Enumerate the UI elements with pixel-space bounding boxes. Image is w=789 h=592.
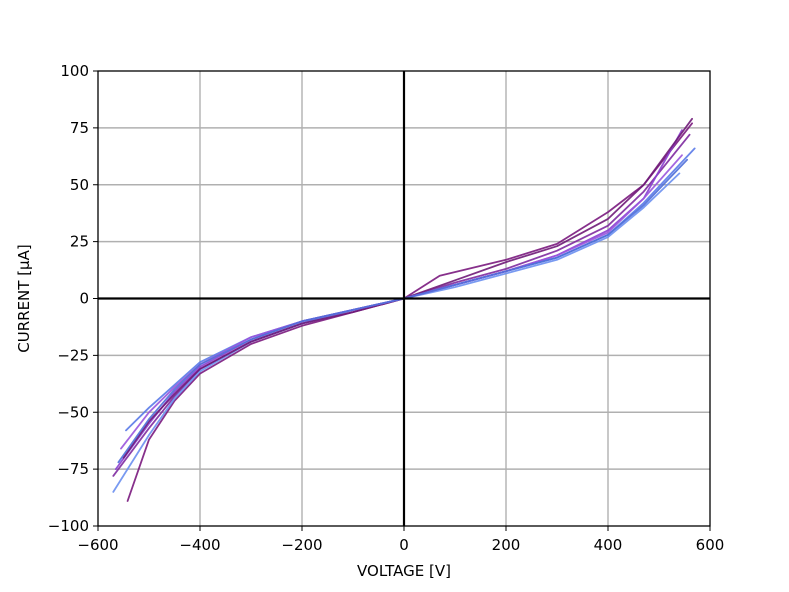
- zero-axes: [98, 71, 710, 526]
- y-tick-label: 75: [70, 119, 89, 137]
- series-line-5: [125, 147, 696, 432]
- x-axis-ticks: −600 −400 −200 0 200 400 600: [77, 526, 724, 554]
- y-axis-label: CURRENT [µA]: [15, 244, 33, 352]
- series-line-8: [117, 158, 688, 464]
- x-tick-label: −400: [179, 536, 220, 554]
- y-tick-label: 100: [60, 62, 89, 80]
- x-tick-label: −200: [281, 536, 322, 554]
- x-axis-label: VOLTAGE [V]: [357, 562, 451, 580]
- y-tick-label: 25: [70, 233, 89, 251]
- y-tick-label: −25: [57, 346, 89, 364]
- series-line-6: [122, 117, 693, 459]
- x-tick-label: 400: [594, 536, 623, 554]
- y-tick-label: −75: [57, 460, 89, 478]
- y-tick-label: 50: [70, 176, 89, 194]
- x-tick-label: −600: [77, 536, 118, 554]
- series-lines: [112, 117, 696, 502]
- y-tick-label: −50: [57, 403, 89, 421]
- series-line-7: [120, 154, 683, 450]
- x-tick-label: 200: [492, 536, 521, 554]
- x-tick-label: 600: [696, 536, 725, 554]
- y-axis-ticks: −100 −75 −50 −25 0 25 50 75 100: [48, 62, 98, 535]
- y-tick-label: 0: [79, 290, 89, 308]
- x-tick-label: 0: [399, 536, 409, 554]
- y-tick-label: −100: [48, 517, 89, 535]
